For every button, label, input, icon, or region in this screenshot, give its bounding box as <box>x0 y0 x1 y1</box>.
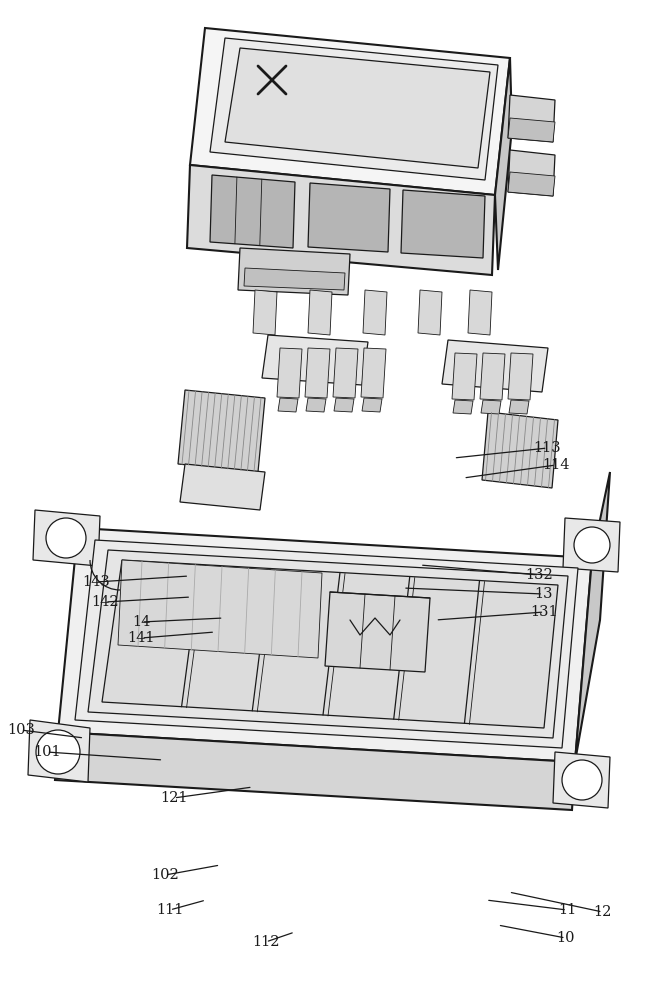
Polygon shape <box>244 268 345 290</box>
Polygon shape <box>118 560 322 658</box>
Text: 101: 101 <box>33 745 60 759</box>
Text: 13: 13 <box>534 587 552 601</box>
Polygon shape <box>452 353 477 400</box>
Text: 113: 113 <box>534 441 561 455</box>
Circle shape <box>562 760 602 800</box>
Polygon shape <box>238 248 350 295</box>
Text: 111: 111 <box>156 903 183 917</box>
Polygon shape <box>508 118 555 142</box>
Polygon shape <box>278 398 298 412</box>
Polygon shape <box>363 290 387 335</box>
Polygon shape <box>306 398 326 412</box>
Polygon shape <box>187 165 495 275</box>
Polygon shape <box>482 412 558 488</box>
Polygon shape <box>305 348 330 398</box>
Polygon shape <box>553 752 610 808</box>
Polygon shape <box>75 540 578 748</box>
Polygon shape <box>509 400 529 414</box>
Polygon shape <box>334 398 354 412</box>
Polygon shape <box>442 340 548 392</box>
Text: 14: 14 <box>132 615 150 629</box>
Polygon shape <box>102 560 558 728</box>
Text: 12: 12 <box>594 905 612 919</box>
Text: 131: 131 <box>531 605 558 619</box>
Polygon shape <box>308 290 332 335</box>
Text: 112: 112 <box>252 935 279 949</box>
Polygon shape <box>190 28 510 195</box>
Polygon shape <box>308 183 390 252</box>
Text: 121: 121 <box>160 791 187 805</box>
Polygon shape <box>508 353 533 400</box>
Polygon shape <box>563 518 620 572</box>
Text: 142: 142 <box>91 595 119 609</box>
Polygon shape <box>180 464 265 510</box>
Text: 102: 102 <box>152 868 179 882</box>
Polygon shape <box>508 95 555 142</box>
Polygon shape <box>325 592 430 672</box>
Polygon shape <box>508 150 555 196</box>
Polygon shape <box>468 290 492 335</box>
Polygon shape <box>495 58 512 270</box>
Text: 114: 114 <box>542 458 570 472</box>
Text: 143: 143 <box>82 575 110 589</box>
Text: 103: 103 <box>6 723 35 737</box>
Polygon shape <box>277 348 302 398</box>
Polygon shape <box>33 510 100 566</box>
Text: 141: 141 <box>128 631 155 645</box>
Polygon shape <box>401 190 485 258</box>
Polygon shape <box>210 38 498 180</box>
Polygon shape <box>362 398 382 412</box>
Polygon shape <box>481 400 501 414</box>
Polygon shape <box>262 335 368 385</box>
Polygon shape <box>88 550 568 738</box>
Text: 132: 132 <box>526 568 553 582</box>
Circle shape <box>46 518 86 558</box>
Polygon shape <box>418 290 442 335</box>
Polygon shape <box>55 732 575 810</box>
Polygon shape <box>480 353 505 400</box>
Text: 10: 10 <box>557 931 575 945</box>
Polygon shape <box>28 720 90 782</box>
Polygon shape <box>225 48 490 168</box>
Circle shape <box>36 730 80 774</box>
Polygon shape <box>58 528 592 762</box>
Polygon shape <box>361 348 386 398</box>
Polygon shape <box>453 400 473 414</box>
Polygon shape <box>575 472 610 762</box>
Polygon shape <box>210 175 295 248</box>
Polygon shape <box>253 290 277 335</box>
Text: 11: 11 <box>558 903 576 917</box>
Polygon shape <box>333 348 358 398</box>
Polygon shape <box>178 390 265 472</box>
Circle shape <box>574 527 610 563</box>
Polygon shape <box>508 172 555 196</box>
